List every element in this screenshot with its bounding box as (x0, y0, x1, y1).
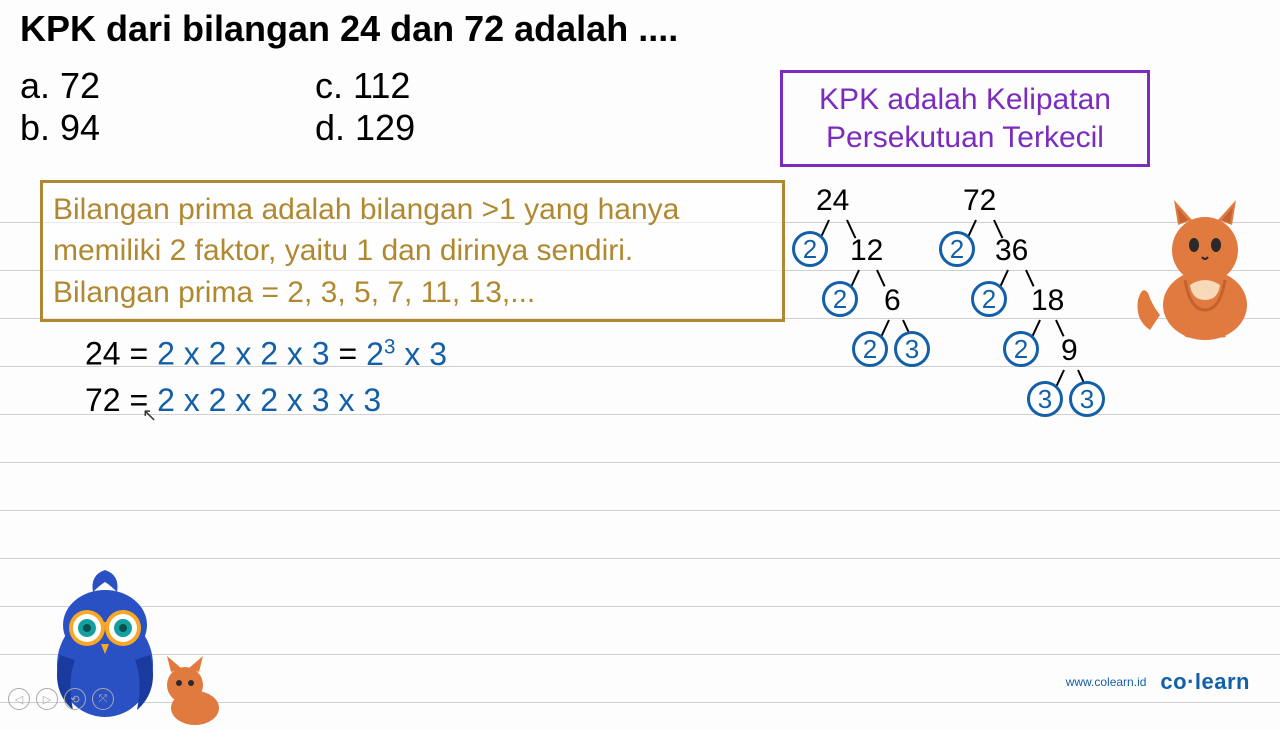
replay-icon[interactable]: ⟲ (64, 688, 86, 710)
t24-r2: 6 (884, 284, 901, 318)
t24-p2: 2 (822, 281, 858, 317)
footer-logo: co·learn (1160, 669, 1250, 695)
question-text: KPK dari bilangan 24 dan 72 adalah .... (20, 8, 678, 50)
f24-factors: 2 x 2 x 2 x 3 (157, 336, 330, 372)
t24-r3: 3 (894, 331, 930, 367)
expand-icon[interactable]: ⤧ (92, 688, 114, 710)
t72-p2: 2 (971, 281, 1007, 317)
t72-r2: 18 (1031, 284, 1064, 318)
t72-p3: 2 (1003, 331, 1039, 367)
t72-r4: 3 (1069, 381, 1105, 417)
prime-line1: Bilangan prima adalah bilangan >1 yang h… (53, 189, 772, 230)
t72-p1: 2 (939, 231, 975, 267)
kpk-line1: KPK adalah Kelipatan (797, 81, 1133, 119)
cat-illustration (1130, 195, 1260, 340)
playback-controls[interactable]: ◁ ▷ ⟲ ⤧ (8, 688, 114, 710)
cursor-icon: ↖ (142, 405, 157, 426)
answer-options: a. 72 c. 112 b. 94 d. 129 (20, 65, 415, 149)
t72-p4: 3 (1027, 381, 1063, 417)
t72-root: 72 (963, 184, 996, 218)
t24-p1: 2 (792, 231, 828, 267)
kpk-line2: Persekutuan Terkecil (797, 119, 1133, 157)
f72-factors: 2 x 2 x 2 x 3 x 3 (157, 382, 381, 418)
factorization-72: 72 = 2 x 2 x 2 x 3 x 3 (85, 382, 381, 419)
prime-line3: Bilangan prima = 2, 3, 5, 7, 11, 13,... (53, 272, 772, 313)
prime-line2: memiliki 2 faktor, yaitu 1 dan dirinya s… (53, 230, 772, 271)
option-a: a. 72 (20, 65, 315, 107)
t72-r1: 36 (995, 234, 1028, 268)
t72-r3: 9 (1061, 334, 1078, 368)
option-d: d. 129 (315, 107, 415, 149)
prev-icon[interactable]: ◁ (8, 688, 30, 710)
f24-lhs: 24 = (85, 336, 157, 372)
kpk-definition-box: KPK adalah Kelipatan Persekutuan Terkeci… (780, 70, 1150, 167)
factorization-24: 24 = 2 x 2 x 2 x 3 = 23 x 3 (85, 335, 447, 373)
t24-p3: 2 (852, 331, 888, 367)
next-icon[interactable]: ▷ (36, 688, 58, 710)
footer: www.colearn.id co·learn (1066, 669, 1250, 695)
f24-eq: = (330, 336, 366, 372)
option-c: c. 112 (315, 65, 410, 107)
option-b: b. 94 (20, 107, 315, 149)
f24-pow: 23 x 3 (366, 336, 447, 372)
footer-url: www.colearn.id (1066, 675, 1147, 689)
t24-r1: 12 (850, 234, 883, 268)
prime-definition-box: Bilangan prima adalah bilangan >1 yang h… (40, 180, 785, 322)
t24-root: 24 (816, 184, 849, 218)
small-cat-illustration (155, 650, 225, 725)
